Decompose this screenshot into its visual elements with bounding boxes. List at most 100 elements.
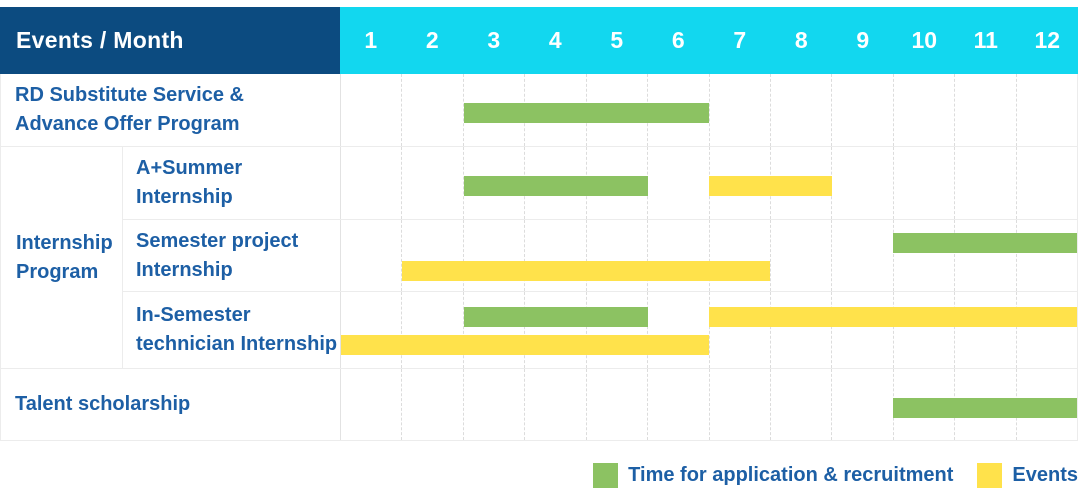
month-grid-cell: [341, 147, 401, 219]
legend-label: Time for application & recruitment: [628, 464, 954, 486]
month-grid-cell: [524, 220, 585, 291]
month-header-cell-4: 4: [548, 27, 562, 53]
month-grid-cell: [769, 74, 831, 146]
gantt-bar-events: [709, 176, 832, 196]
row-label: Talent scholarship: [1, 369, 341, 440]
month-header-cell-8: 8: [794, 27, 808, 53]
month-grid-cell: [341, 369, 401, 440]
month-grid-cell: [1015, 147, 1077, 219]
month-grid-cell: [462, 220, 524, 291]
month-grid-cell: [769, 220, 831, 291]
month-grid-cell: [524, 369, 585, 440]
month-grid-cell: [1015, 220, 1077, 291]
row-canvas-1: [341, 147, 1077, 219]
month-grid-cell: [1015, 74, 1077, 146]
month-grid-cell: [769, 292, 831, 368]
month-header-cell-9: 9: [856, 27, 870, 53]
month-grid-cell: [892, 74, 954, 146]
month-grid-cell: [708, 74, 770, 146]
table-header-row: Events / Month 1 2 3 4 5 6 7 8 9 10 11 12: [0, 7, 1078, 74]
month-grid-cell: [892, 220, 954, 291]
month-grid-cell: [401, 147, 462, 219]
group-rows: A+Summer Internship Semester project Inte…: [123, 147, 1077, 368]
month-grid-cell: [831, 220, 892, 291]
month-grid-cell: [831, 369, 892, 440]
month-grid-cell: [462, 147, 524, 219]
month-grid-cell: [892, 292, 954, 368]
month-grid-cell: [708, 292, 770, 368]
table-row-0: RD Substitute Service & Advance Offer Pr…: [1, 74, 1077, 147]
month-grid-cell: [647, 220, 708, 291]
month-grid-cell: [462, 292, 524, 368]
month-grid-cell: [401, 369, 462, 440]
legend-item-application: Time for application & recruitment: [593, 463, 953, 488]
row-canvas-4: [341, 369, 1077, 440]
legend: Time for application & recruitment Events: [593, 463, 1078, 488]
gantt-bar-application: [463, 103, 709, 123]
gantt-bar-events: [341, 335, 709, 355]
month-grid-cell: [341, 292, 401, 368]
table-row-2: Semester project Internship: [123, 220, 1077, 292]
month-grid-cell: [954, 292, 1015, 368]
gantt-bar-application: [893, 232, 1077, 253]
month-grid-cell: [708, 369, 770, 440]
gantt-bar-events: [709, 307, 1077, 327]
month-header-cell-10: 10: [911, 27, 938, 53]
row-label: A+Summer Internship: [123, 147, 341, 219]
schedule-table: Events / Month 1 2 3 4 5 6 7 8 9 10 11 12 RD Substi…: [0, 7, 1078, 441]
month-grid-cell: [708, 220, 770, 291]
month-header-cell-3: 3: [487, 27, 501, 53]
legend-label: Events: [1012, 464, 1078, 486]
month-header-cell-5: 5: [610, 27, 624, 53]
month-header-cell-7: 7: [733, 27, 747, 53]
row-group: Internship Program A+Summer Internship Sem…: [1, 147, 1077, 369]
month-grid-cell: [647, 292, 708, 368]
month-grid-cell: [401, 74, 462, 146]
row-label: Semester project Internship: [123, 220, 341, 291]
row-label: RD Substitute Service & Advance Offer Pr…: [1, 74, 341, 146]
month-grid-cell: [831, 147, 892, 219]
month-grid-cell: [769, 369, 831, 440]
legend-item-events: Events: [977, 463, 1078, 488]
month-grid-cell: [831, 292, 892, 368]
month-grid-cell: [647, 369, 708, 440]
month-grid-cell: [1015, 292, 1077, 368]
group-label: Internship Program: [1, 147, 123, 368]
month-grid-cell: [954, 147, 1015, 219]
corner-label: Events / Month: [16, 27, 184, 53]
gantt-body: RD Substitute Service & Advance Offer Pr…: [0, 74, 1078, 441]
gantt-bar-events: [402, 260, 771, 281]
month-header-cell-6: 6: [671, 27, 685, 53]
row-canvas-2: [341, 220, 1077, 291]
month-grid-cell: [647, 147, 708, 219]
month-header-cell-1: 1: [364, 27, 378, 53]
gantt-bar-application: [463, 176, 648, 196]
month-grid-cell: [524, 292, 585, 368]
month-grid-cell: [954, 220, 1015, 291]
month-header-row: 1 2 3 4 5 6 7 8 9 10 11 12: [340, 7, 1078, 74]
month-grid-cell: [831, 74, 892, 146]
month-grid-cell: [954, 74, 1015, 146]
month-grid-cell: [462, 369, 524, 440]
events-swatch: [977, 463, 1003, 488]
row-canvas-3: [341, 292, 1077, 368]
gantt-bar-application: [463, 307, 648, 327]
month-grid-cell: [462, 74, 524, 146]
month-grid-cell: [401, 292, 462, 368]
month-header-cell-2: 2: [425, 27, 439, 53]
table-corner-header: Events / Month: [0, 7, 340, 74]
month-grid-cell: [585, 369, 647, 440]
table-row-1: A+Summer Internship: [123, 147, 1077, 220]
table-row-3: In-Semester technician Internship: [123, 292, 1077, 368]
gantt-bar-application: [893, 397, 1077, 418]
month-header-cell-12: 12: [1034, 27, 1061, 53]
month-grid-cell: [585, 292, 647, 368]
row-canvas-0: [341, 74, 1077, 146]
application-swatch: [593, 463, 619, 488]
month-grid-cell: [401, 220, 462, 291]
month-header-cell-11: 11: [973, 27, 998, 53]
month-grid-cell: [892, 147, 954, 219]
row-label: In-Semester technician Internship: [123, 292, 341, 368]
month-grid-cell: [341, 220, 401, 291]
